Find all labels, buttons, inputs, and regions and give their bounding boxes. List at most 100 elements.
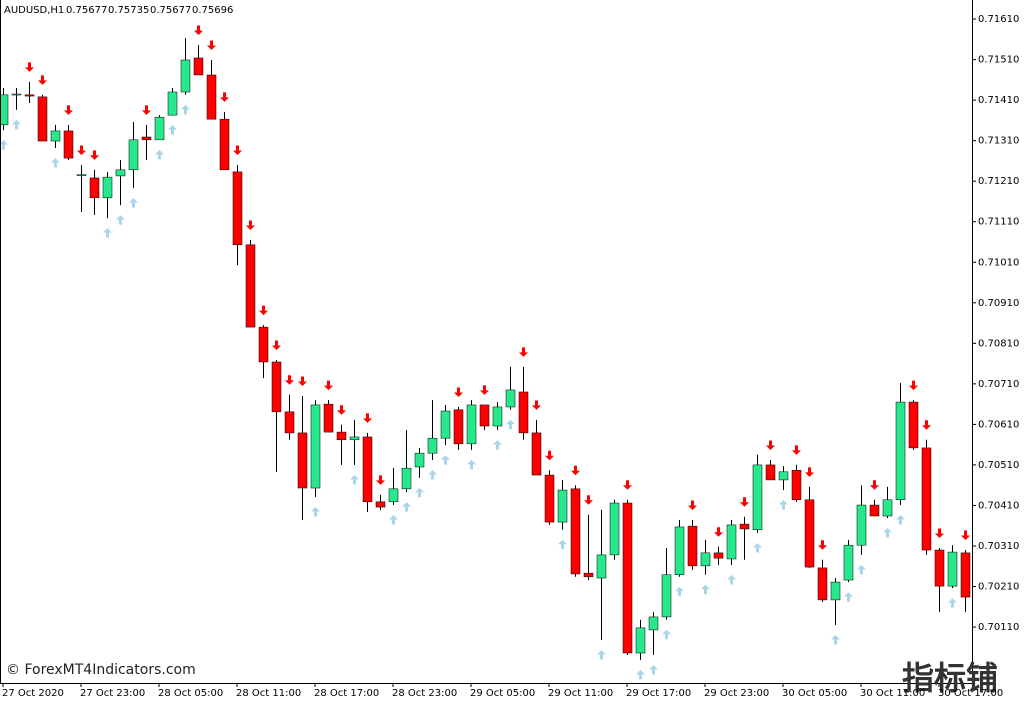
header-high: 0.75735	[108, 5, 149, 16]
candle-body	[245, 244, 256, 328]
candle-body	[349, 436, 360, 441]
signal-up-arrow	[168, 125, 177, 135]
y-tick-label: 0.71310	[978, 136, 1019, 147]
signal-down-arrow	[818, 540, 827, 550]
candle-body	[11, 93, 22, 96]
header-open: 0.75677	[66, 5, 107, 16]
candle-body	[622, 502, 633, 654]
y-tick-label: 0.71110	[978, 217, 1019, 228]
candle-body	[115, 169, 126, 177]
candle-body	[440, 410, 451, 439]
signal-up-arrow	[181, 104, 190, 115]
candle-body	[960, 552, 971, 598]
signal-down-arrow	[220, 92, 229, 102]
logo: 指标铺	[902, 659, 998, 697]
candle-body	[128, 139, 139, 171]
signal-up-arrow	[753, 543, 762, 553]
signal-down-arrow	[714, 527, 723, 537]
y-tick-label: 0.70310	[978, 541, 1019, 552]
y-tick-label: 0.70510	[978, 460, 1019, 471]
signal-down-arrow	[259, 305, 268, 316]
candle-body	[726, 524, 737, 560]
signal-up-arrow	[883, 528, 892, 538]
candle-body	[804, 499, 815, 568]
signal-down-arrow	[77, 145, 86, 155]
signal-up-arrow	[857, 564, 866, 575]
candle-body	[323, 403, 334, 433]
y-tick-label: 0.71610	[978, 14, 1019, 25]
candle-body	[583, 572, 594, 578]
signal-up-arrow	[649, 665, 658, 675]
candle-body	[76, 174, 87, 176]
x-tick-label: 29 Oct 17:00	[626, 688, 691, 699]
signal-down-arrow	[194, 25, 203, 35]
signal-up-arrow	[350, 474, 359, 485]
y-tick-label: 0.71410	[978, 95, 1019, 106]
signal-down-arrow	[519, 347, 528, 357]
x-tick-label: 29 Oct 11:00	[548, 688, 613, 699]
candle-body	[830, 581, 841, 601]
candle-body	[258, 326, 269, 363]
signal-up-arrow	[311, 506, 320, 517]
signal-down-arrow	[25, 62, 34, 72]
candle-body	[24, 94, 35, 97]
signal-up-arrow	[415, 487, 424, 498]
signal-down-arrow	[272, 340, 281, 350]
candle-body	[362, 436, 373, 503]
candle-body	[37, 96, 48, 142]
y-tick-label: 0.71010	[978, 257, 1019, 268]
x-tick-label: 28 Oct 05:00	[158, 688, 223, 699]
candle-body	[713, 552, 724, 559]
signal-up-arrow	[116, 215, 125, 225]
y-tick-label: 0.70710	[978, 379, 1019, 390]
signal-up-arrow	[12, 119, 21, 130]
x-tick-label: 30 Oct 11:00	[860, 688, 925, 699]
candle-body	[531, 432, 542, 476]
signal-down-arrow	[740, 497, 749, 507]
signal-up-arrow	[441, 455, 450, 465]
candle-body	[219, 118, 230, 171]
y-tick-label: 0.70410	[978, 500, 1019, 511]
candle-body	[466, 404, 477, 445]
signal-up-arrow	[662, 629, 671, 640]
signal-up-arrow	[597, 650, 606, 660]
candle-body	[687, 525, 698, 567]
candle-body	[856, 504, 867, 546]
candle-body	[180, 59, 191, 93]
signal-up-arrow	[948, 598, 957, 608]
signal-down-arrow	[545, 450, 554, 461]
candle-body	[752, 464, 763, 531]
candle-body	[284, 411, 295, 434]
candle-body	[908, 401, 919, 449]
candle-body	[336, 431, 347, 441]
candle-body	[921, 447, 932, 551]
signal-down-arrow	[246, 220, 255, 230]
signal-up-arrow	[389, 515, 398, 525]
candle-body	[596, 554, 607, 579]
signal-up-arrow	[506, 419, 515, 430]
candle-body	[63, 130, 74, 159]
signal-down-arrow	[792, 445, 801, 455]
signal-up-arrow	[844, 592, 853, 602]
signal-down-arrow	[337, 405, 346, 415]
signal-down-arrow	[922, 420, 931, 430]
y-tick-label: 0.70910	[978, 298, 1019, 309]
signal-up-arrow	[467, 459, 476, 470]
signal-down-arrow	[233, 145, 242, 155]
signal-down-arrow	[571, 465, 580, 476]
candle-body	[791, 469, 802, 501]
signal-up-arrow	[0, 140, 8, 150]
candle-body	[739, 523, 750, 530]
candle-body	[947, 551, 958, 587]
header-close: 0.75696	[192, 5, 233, 16]
signal-up-arrow	[129, 198, 138, 208]
signal-up-arrow	[428, 470, 437, 480]
candle-body	[648, 616, 659, 631]
signal-down-arrow	[90, 150, 99, 160]
candle-body	[570, 488, 581, 575]
y-tick-label: 0.71210	[978, 176, 1019, 187]
candle-body	[557, 489, 568, 523]
candle-body	[401, 467, 412, 490]
